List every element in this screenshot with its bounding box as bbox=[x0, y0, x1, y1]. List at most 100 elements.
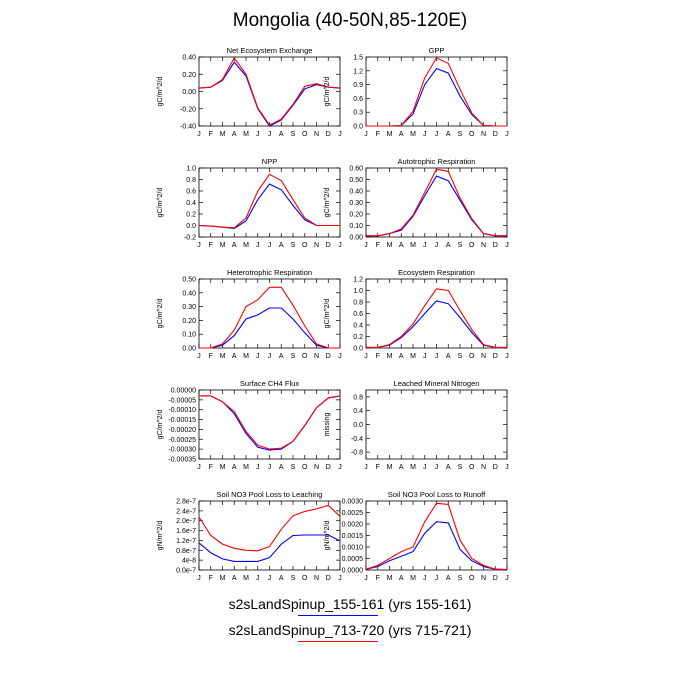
x-tick-label: J bbox=[338, 242, 342, 249]
x-tick-label: J bbox=[364, 131, 368, 138]
y-tick-label: 1.6e-7 bbox=[176, 528, 196, 535]
x-tick-label: J bbox=[197, 464, 201, 471]
y-tick-label: 1.5 bbox=[353, 55, 363, 62]
y-tick-label: 0.00 bbox=[349, 235, 363, 242]
y-tick-label: 0.8 bbox=[186, 177, 196, 184]
y-tick-label: 0.2 bbox=[186, 212, 196, 219]
y-tick-label: 0.10 bbox=[349, 223, 363, 230]
series-line-1 bbox=[199, 307, 340, 349]
y-tick-label: 0.0005 bbox=[342, 556, 364, 563]
plot-frame bbox=[365, 167, 508, 238]
series-line-2 bbox=[199, 286, 340, 349]
series-line-2 bbox=[366, 168, 507, 237]
x-tick-label: D bbox=[326, 464, 331, 471]
x-tick-label: J bbox=[435, 353, 439, 360]
x-tick-label: M bbox=[410, 242, 416, 249]
panel-10: Soil NO3 Pool Loss to Runoff gN/m^2/d 0.00… bbox=[324, 490, 509, 582]
panel-title: Ecosystem Respiration bbox=[398, 268, 475, 277]
y-tick-label: 1.0 bbox=[353, 288, 363, 295]
x-tick-label: A bbox=[446, 242, 451, 249]
x-tick-label: N bbox=[314, 242, 319, 249]
y-tick-label: 0.00000 bbox=[171, 388, 196, 395]
y-tick-label: 0.4 bbox=[353, 408, 363, 415]
y-tick-label: 0.0 bbox=[353, 422, 363, 429]
panel-title: Autotrophic Respiration bbox=[398, 157, 476, 166]
x-tick-label: A bbox=[446, 131, 451, 138]
x-tick-label: A bbox=[399, 242, 404, 249]
x-tick-label: S bbox=[291, 353, 296, 360]
y-tick-label: 0.0015 bbox=[342, 533, 364, 540]
y-tick-label: 2.0e-7 bbox=[176, 518, 196, 525]
panel-title: Net Ecosystem Exchange bbox=[227, 46, 313, 55]
x-tick-label: N bbox=[314, 575, 319, 582]
x-tick-label: M bbox=[410, 131, 416, 138]
panel-title: Leached Mineral Nitrogen bbox=[394, 379, 480, 388]
x-tick-label: D bbox=[326, 575, 331, 582]
y-axis-label: gC/m^2/d bbox=[324, 77, 331, 107]
x-tick-label: J bbox=[197, 575, 201, 582]
x-tick-label: M bbox=[243, 131, 249, 138]
x-tick-label: F bbox=[209, 131, 213, 138]
x-tick-label: S bbox=[458, 575, 463, 582]
x-tick-label: F bbox=[209, 353, 213, 360]
x-tick-label: J bbox=[423, 575, 427, 582]
x-tick-label: J bbox=[423, 353, 427, 360]
y-axis-label: gC/m^2/d bbox=[157, 188, 164, 218]
x-tick-label: F bbox=[209, 464, 213, 471]
y-tick-label: 0.00 bbox=[182, 346, 196, 353]
y-axis-label: gC/m^2/d bbox=[324, 188, 331, 218]
y-tick-label: -0.40 bbox=[180, 124, 196, 131]
x-tick-label: J bbox=[338, 464, 342, 471]
x-tick-label: A bbox=[446, 575, 451, 582]
y-tick-label: 0.40 bbox=[182, 290, 196, 297]
y-tick-label: 0.3 bbox=[353, 110, 363, 117]
y-tick-label: 0.40 bbox=[349, 189, 363, 196]
y-tick-label: 0.0020 bbox=[342, 522, 364, 529]
x-tick-label: D bbox=[493, 242, 498, 249]
x-tick-label: J bbox=[364, 242, 368, 249]
x-tick-label: S bbox=[458, 131, 463, 138]
y-axis-label: missing bbox=[324, 413, 331, 437]
series-line-1 bbox=[366, 67, 507, 127]
panel-title: Soil NO3 Pool Loss to Leaching bbox=[217, 490, 323, 499]
series-line-1 bbox=[199, 395, 341, 451]
x-tick-label: J bbox=[435, 464, 439, 471]
y-tick-label: 0.4 bbox=[353, 323, 363, 330]
y-tick-label: 0.0025 bbox=[342, 510, 364, 517]
y-axis-label: gC/m^2/d bbox=[324, 299, 331, 329]
x-tick-label: S bbox=[458, 464, 463, 471]
x-tick-label: J bbox=[505, 575, 509, 582]
x-tick-label: J bbox=[256, 353, 260, 360]
panel-title: Surface CH4 Flux bbox=[240, 379, 299, 388]
y-tick-label: 0.10 bbox=[182, 332, 196, 339]
panel-4: Autotrophic Respiration gC/m^2/d 0.00 0.10 0… bbox=[324, 157, 509, 249]
x-tick-label: M bbox=[410, 575, 416, 582]
y-tick-label: 0.0010 bbox=[342, 545, 364, 552]
panel-6: Ecosystem Respiration gC/m^2/d 0.0 0.2 0.4 0.… bbox=[324, 268, 509, 360]
x-tick-label: S bbox=[291, 575, 296, 582]
x-tick-label: N bbox=[314, 353, 319, 360]
y-tick-label: 0.00 bbox=[182, 89, 196, 96]
x-tick-label: M bbox=[220, 353, 226, 360]
x-tick-label: M bbox=[243, 575, 249, 582]
y-tick-label: 0.0e-7 bbox=[176, 568, 196, 575]
y-tick-label: 2.8e-7 bbox=[176, 499, 196, 506]
y-tick-label: 0.30 bbox=[182, 304, 196, 311]
y-tick-label: 0.30 bbox=[349, 200, 363, 207]
panel-7: Surface CH4 Flux gC/m^2/d -0.00035 -0.00030… bbox=[157, 379, 342, 471]
y-tick-label: -0.00020 bbox=[168, 427, 196, 434]
panel-9: Soil NO3 Pool Loss to Leaching gN/m^2/d 0.… bbox=[157, 490, 342, 582]
x-tick-label: S bbox=[291, 464, 296, 471]
x-tick-label: A bbox=[279, 575, 284, 582]
y-axis-label: gN/m^2/d bbox=[157, 521, 164, 551]
x-tick-label: D bbox=[326, 242, 331, 249]
legend-entry-1: s2sLandSpinup_155-161 (yrs 155-161) bbox=[228, 596, 472, 612]
series-line-1 bbox=[366, 175, 507, 237]
y-tick-label: 2.4e-7 bbox=[176, 508, 196, 515]
y-tick-label: 1.2 bbox=[353, 277, 363, 284]
y-tick-label: 0.8 bbox=[353, 394, 363, 401]
x-tick-label: J bbox=[364, 353, 368, 360]
x-tick-label: J bbox=[268, 575, 272, 582]
x-tick-label: O bbox=[302, 353, 308, 360]
